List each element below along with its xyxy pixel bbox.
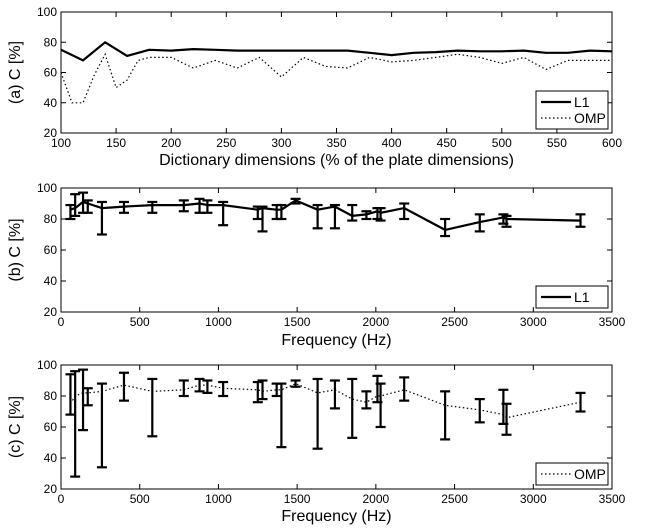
- panel-b-xtick-label: 1000: [205, 315, 232, 329]
- panel-a-xtick-label: 550: [547, 136, 567, 150]
- panel-a-ytick-label: 60: [44, 66, 58, 80]
- panel-c-ytick-label: 20: [44, 482, 58, 496]
- panel-a-xtick-label: 100: [51, 136, 71, 150]
- panel-c-ylabel: (c) C [%]: [7, 396, 24, 458]
- panel-a-series-l1-line: [60, 41, 613, 62]
- panel-b-ytick-label: 100: [37, 181, 57, 195]
- panel-a-xtick-label: 300: [271, 136, 291, 150]
- panel-b-ytick-label: 40: [44, 274, 58, 288]
- panel-a-ylabel: (a) C [%]: [7, 41, 24, 104]
- panel-a-xtick-label: 600: [602, 136, 622, 150]
- panel-b-ytick-label: 20: [44, 305, 58, 319]
- panel-c-legend-box: [535, 462, 609, 486]
- panel-c-xtick-label: 3000: [520, 492, 547, 506]
- panel-c-xtick-label: 2500: [441, 492, 468, 506]
- panel-a-xtick-label: 250: [216, 136, 236, 150]
- panel-a-ytick-label: 100: [37, 5, 57, 19]
- panel-b-xtick-label: 0: [58, 315, 65, 329]
- panel-b-xtick-label: 2500: [441, 315, 468, 329]
- panel-c-legend-label-omp: OMP: [574, 466, 606, 482]
- panel-c-ytick-label: 80: [44, 389, 58, 403]
- panel-c-xtick-label: 1500: [284, 492, 311, 506]
- panel-a-ytick-label: 80: [44, 35, 58, 49]
- panel-c-xtick-label: 1000: [205, 492, 232, 506]
- panel-a-legend-label-l1: L1: [574, 94, 590, 110]
- panel-a-plot-frame: [60, 11, 613, 134]
- panel-c-ytick-label: 100: [37, 358, 57, 372]
- panel-c-ytick-label: 40: [44, 451, 58, 465]
- panel-a-ytick-label: 20: [44, 126, 58, 140]
- panel-c-xtick-label: 500: [130, 492, 150, 506]
- panel-c-series-omp-line: [69, 382, 581, 419]
- panel-b-legend-label-l1: L1: [574, 289, 590, 305]
- panel-b-xlabel: Frequency (Hz): [281, 332, 391, 349]
- panel-b-ytick-label: 60: [44, 243, 58, 257]
- panel-a-legend-box: [535, 90, 609, 130]
- panel-a-xtick-label: 400: [382, 136, 402, 150]
- panel-b-ytick-label: 80: [44, 212, 58, 226]
- panel-a-xtick-label: 150: [106, 136, 126, 150]
- panel-b-xtick-label: 3500: [599, 315, 626, 329]
- panel-a-xtick-label: 450: [437, 136, 457, 150]
- panel-b-ylabel: (b) C [%]: [7, 218, 24, 281]
- panel-b-xtick-label: 500: [130, 315, 150, 329]
- panel-b-legend-box: [535, 285, 609, 309]
- panel-b-xtick-label: 3000: [520, 315, 547, 329]
- panel-a-xtick-label: 500: [492, 136, 512, 150]
- panel-c-xtick-label: 3500: [599, 492, 626, 506]
- panel-c-xtick-label: 0: [58, 492, 65, 506]
- panel-a-xtick-label: 200: [161, 136, 181, 150]
- panel-a-xlabel: Dictionary dimensions (% of the plate di…: [159, 152, 514, 169]
- panel-b-xtick-label: 2000: [363, 315, 390, 329]
- panel-a-xtick-label: 350: [326, 136, 346, 150]
- panel-a-series-omp-line: [60, 52, 612, 104]
- panel-a-ytick-label: 40: [44, 96, 58, 110]
- panel-c-xlabel: Frequency (Hz): [281, 508, 391, 525]
- panel-c-xtick-label: 2000: [363, 492, 390, 506]
- panel-a-legend-label-omp: OMP: [574, 110, 606, 126]
- panel-b-series-l1-line: [70, 199, 581, 231]
- panel-b-xtick-label: 1500: [284, 315, 311, 329]
- panel-c-ytick-label: 60: [44, 420, 58, 434]
- panel-c-plot-frame: [60, 364, 613, 490]
